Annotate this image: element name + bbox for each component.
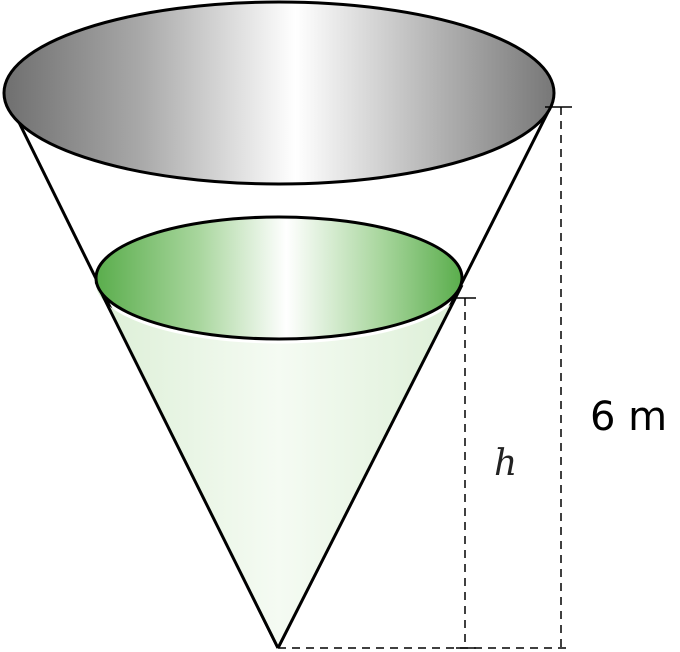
water-left-edge <box>94 281 280 649</box>
water-right-edge <box>276 284 464 649</box>
water-height-label: h <box>494 443 517 484</box>
cone-height-dimension <box>278 106 572 649</box>
cone-rim <box>2 0 556 186</box>
cone-height-label: 6 m <box>590 394 667 440</box>
water-body <box>95 282 463 648</box>
water-surface <box>94 215 464 341</box>
water-height-dimension <box>456 297 476 649</box>
